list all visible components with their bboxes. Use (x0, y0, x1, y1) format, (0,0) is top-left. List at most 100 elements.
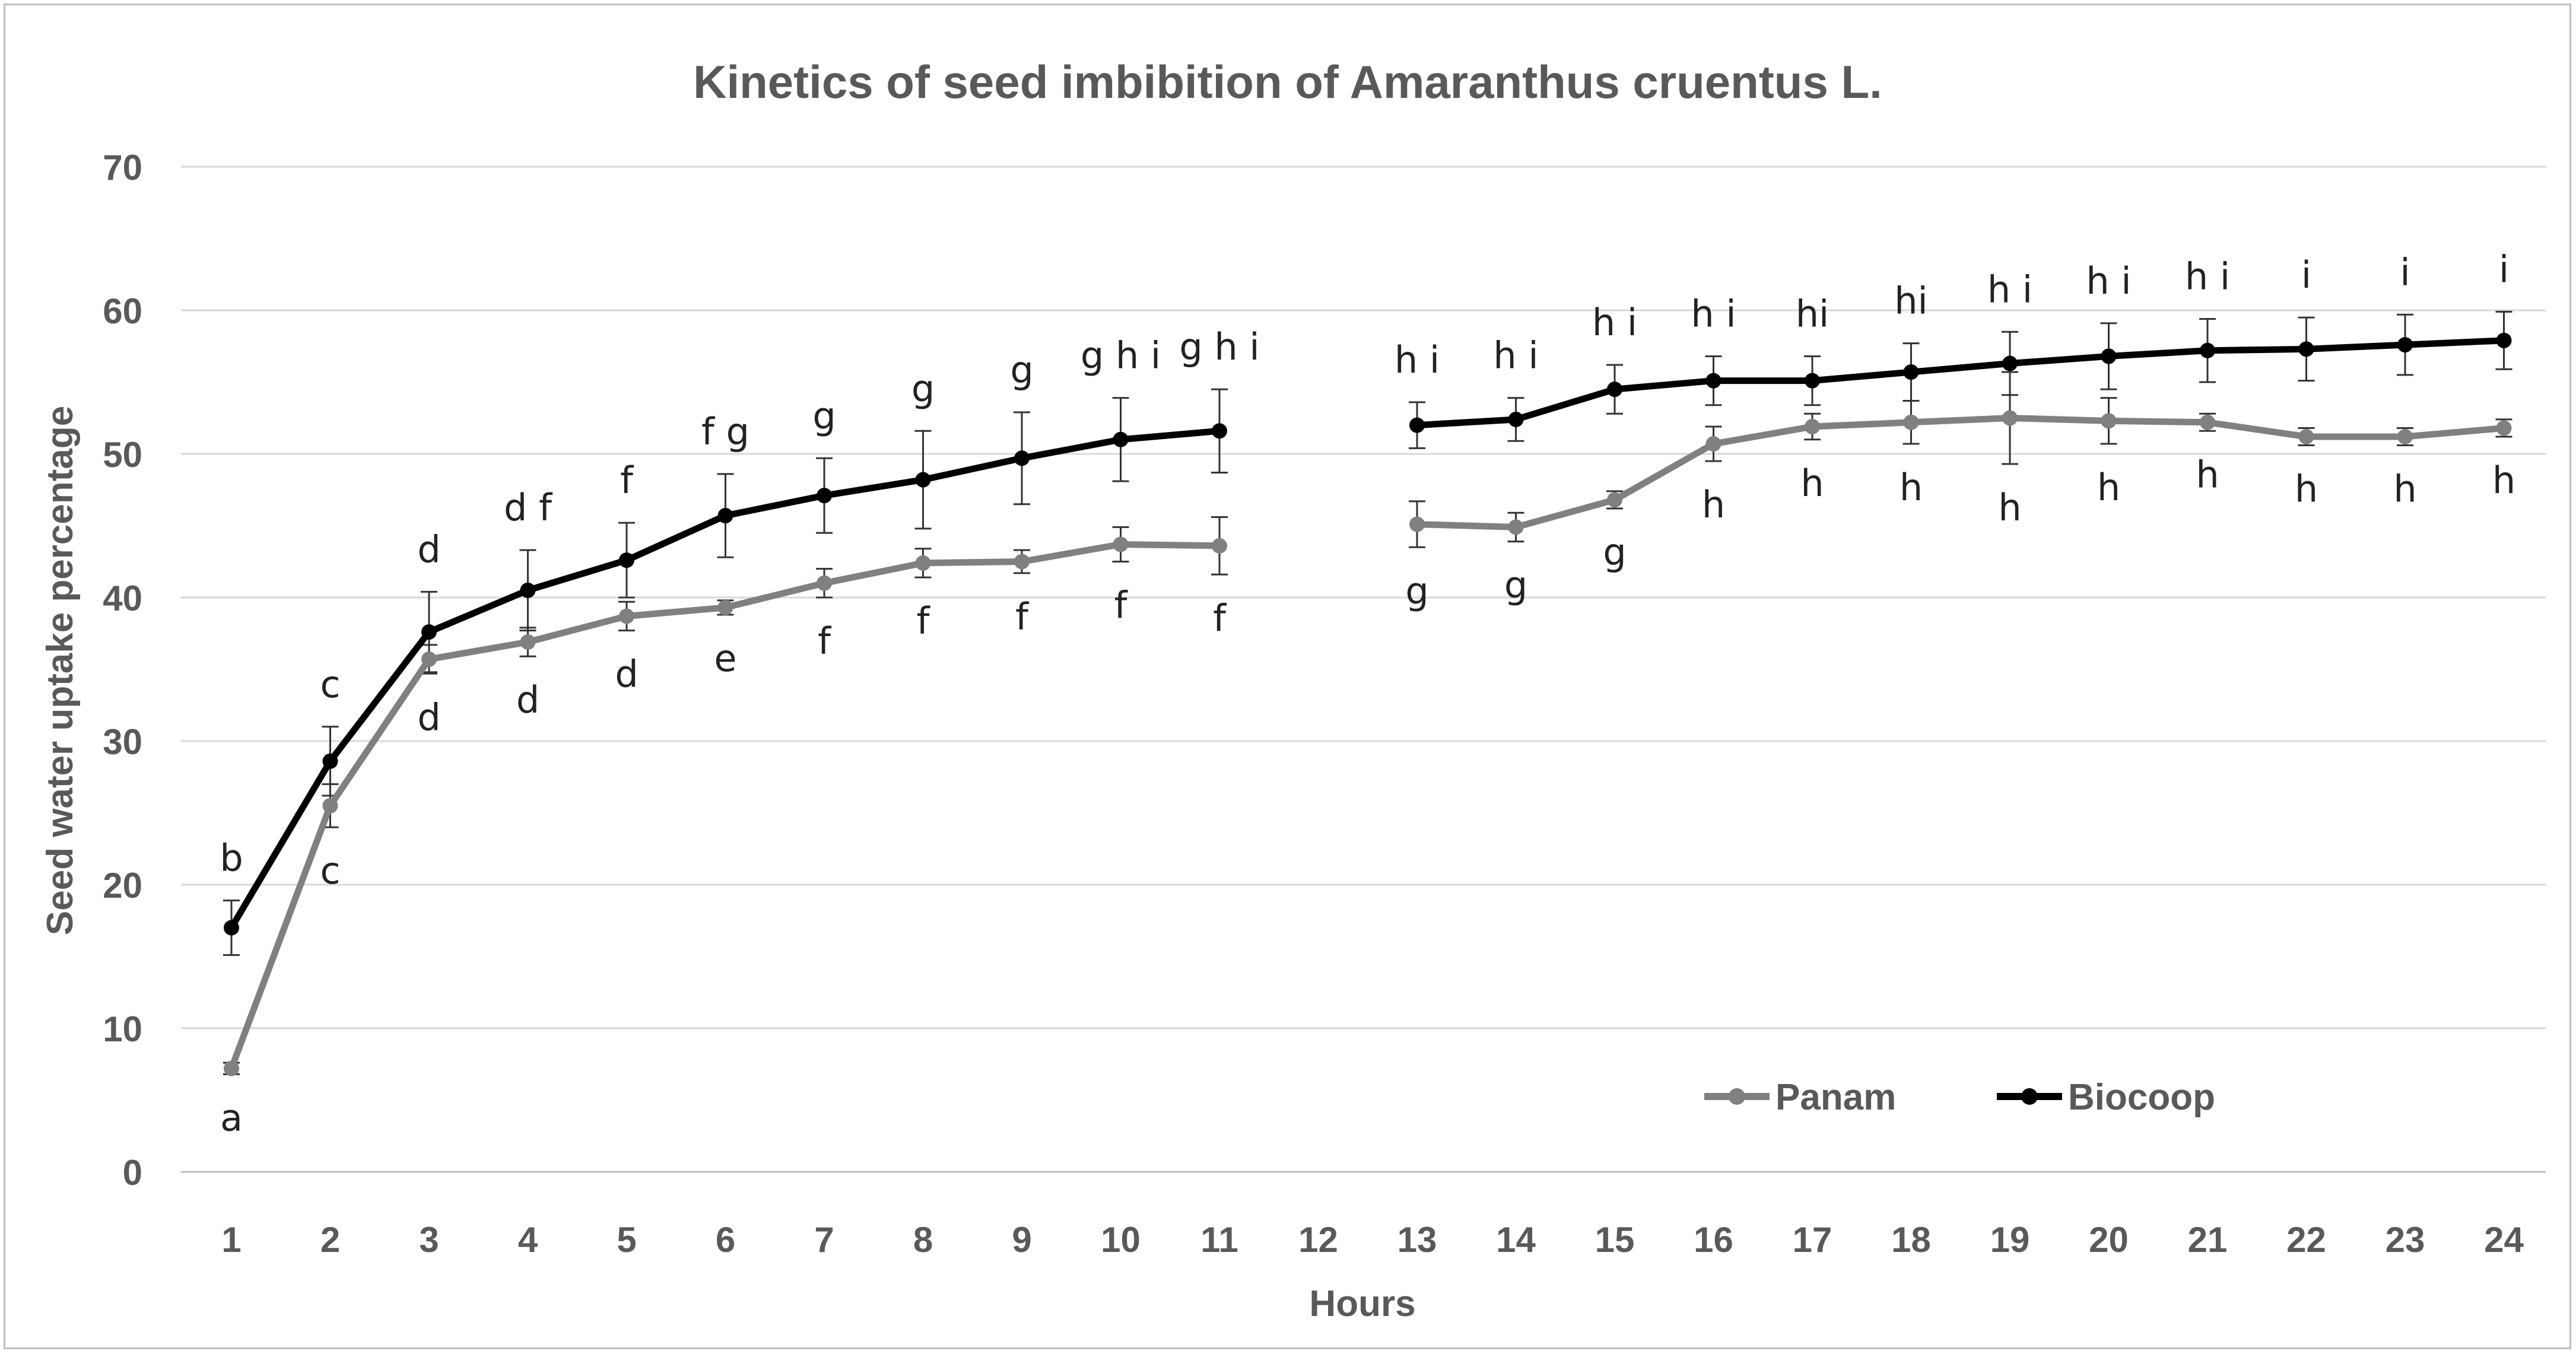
significance-label-panam: h (1800, 462, 1824, 505)
legend-label-panam: Panam (1775, 1077, 1896, 1118)
significance-label-biocoop: c (320, 663, 340, 706)
significance-label-panam: f (1015, 595, 1030, 638)
data-point-panam (2200, 414, 2215, 430)
significance-labels: a c d d d e f f f f f g g g h h h h h h h h h b c d d f f f g g g g g h … (220, 247, 2515, 1139)
significance-label-biocoop: h i (2086, 259, 2131, 303)
data-point-biocoop (717, 508, 733, 524)
significance-label-panam: d (417, 695, 440, 739)
x-axis-ticks: 1 2 3 4 5 6 7 8 9 10 11 12 13 14 15 16 17 18 19 20 21 22 23 24 (221, 1220, 2524, 1260)
significance-label-panam: h (2295, 467, 2318, 510)
series-line-panam (1414, 415, 2507, 530)
x-tick-label: 17 (1793, 1220, 1832, 1260)
data-point-panam (2002, 410, 2018, 426)
data-point-biocoop (2298, 341, 2314, 357)
data-point-panam (1805, 419, 1820, 435)
significance-label-biocoop: h i (1987, 268, 2032, 311)
significance-label-panam: g (1504, 564, 1527, 607)
significance-label-biocoop: h i (1493, 334, 1538, 377)
data-point-panam (1903, 414, 1919, 430)
data-point-panam (224, 1060, 239, 1076)
significance-label-panam: h (1998, 486, 2021, 529)
significance-label-biocoop: g (911, 367, 935, 410)
significance-label-panam: f (818, 619, 832, 663)
x-tick-label: 20 (2089, 1220, 2129, 1260)
data-point-biocoop (915, 472, 931, 488)
x-axis-title: Hours (1309, 1283, 1415, 1324)
data-point-biocoop (2002, 355, 2018, 371)
data-point-biocoop (1014, 450, 1030, 466)
significance-label-panam: h (1900, 466, 1923, 509)
data-point-panam (1508, 519, 1524, 535)
significance-label-biocoop: h i (1395, 338, 1440, 382)
significance-label-biocoop: hi (1796, 292, 1829, 335)
significance-label-panam: d (615, 653, 638, 696)
data-point-panam (1014, 554, 1030, 570)
data-point-biocoop (1705, 373, 1721, 389)
gridlines (181, 166, 2546, 1173)
significance-label-biocoop: g h i (1081, 334, 1161, 377)
data-point-biocoop (1113, 431, 1129, 447)
y-tick-label: 50 (103, 435, 142, 475)
data-point-biocoop (2496, 332, 2512, 348)
significance-label-panam: f (917, 599, 931, 643)
significance-label-panam: c (320, 849, 340, 892)
significance-label-biocoop: g (1010, 348, 1033, 392)
significance-label-panam: h (2393, 467, 2416, 510)
data-point-panam (1212, 538, 1227, 554)
significance-label-biocoop: i (2301, 253, 2311, 297)
significance-label-panam: d (516, 678, 539, 722)
series-lines (228, 337, 2507, 1072)
x-tick-label: 9 (1012, 1220, 1031, 1260)
significance-label-biocoop: d f (504, 486, 553, 529)
data-point-biocoop (520, 582, 536, 598)
data-point-panam (2496, 420, 2512, 436)
x-tick-label: 16 (1694, 1220, 1733, 1260)
data-point-biocoop (1903, 364, 1919, 380)
data-point-panam (915, 555, 931, 571)
x-tick-label: 22 (2286, 1220, 2326, 1260)
x-tick-label: 2 (320, 1220, 340, 1260)
significance-label-panam: f (1213, 596, 1227, 640)
data-point-panam (2298, 428, 2314, 444)
chart-title: Kinetics of seed imbibition of Amaranthu… (693, 56, 1882, 108)
x-tick-label: 15 (1595, 1220, 1635, 1260)
x-tick-label: 3 (419, 1220, 439, 1260)
significance-label-panam: h (2492, 459, 2515, 502)
x-tick-label: 4 (518, 1220, 538, 1260)
data-point-panam (619, 608, 634, 624)
data-point-panam (2397, 428, 2413, 444)
x-tick-label: 13 (1397, 1220, 1437, 1260)
y-tick-label: 20 (103, 866, 142, 905)
data-point-panam (2101, 413, 2117, 429)
y-tick-label: 70 (103, 148, 142, 187)
x-tick-label: 11 (1200, 1220, 1238, 1260)
significance-label-biocoop: h i (2185, 255, 2230, 298)
error-bars (223, 310, 2513, 1075)
y-tick-label: 40 (103, 579, 142, 618)
data-point-panam (322, 797, 338, 813)
significance-label-panam: e (714, 637, 736, 680)
data-point-biocoop (2101, 348, 2117, 364)
data-point-biocoop (619, 552, 634, 568)
significance-label-biocoop: g (812, 394, 836, 437)
x-tick-label: 5 (617, 1220, 636, 1260)
x-tick-label: 21 (2188, 1220, 2228, 1260)
series-line-biocoop (1414, 337, 2507, 429)
y-axis-title: Seed water uptake percentage (40, 406, 81, 935)
data-point-panam (717, 599, 733, 615)
data-point-panam (1409, 516, 1425, 532)
data-point-panam (1607, 492, 1622, 508)
chart-frame (4, 4, 2571, 1349)
significance-label-biocoop: h i (1691, 292, 1736, 335)
data-point-panam (817, 575, 832, 591)
x-tick-label: 10 (1101, 1220, 1141, 1260)
significance-label-panam: f (1114, 584, 1129, 627)
x-tick-label: 19 (1990, 1220, 2030, 1260)
x-tick-label: 6 (716, 1220, 735, 1260)
significance-label-biocoop: f g (701, 410, 749, 453)
significance-label-panam: g (1603, 530, 1626, 574)
significance-label-biocoop: f (620, 459, 634, 502)
legend-label-biocoop: Biocoop (2068, 1077, 2215, 1118)
x-tick-label: 1 (221, 1220, 241, 1260)
significance-label-panam: g (1405, 569, 1428, 612)
